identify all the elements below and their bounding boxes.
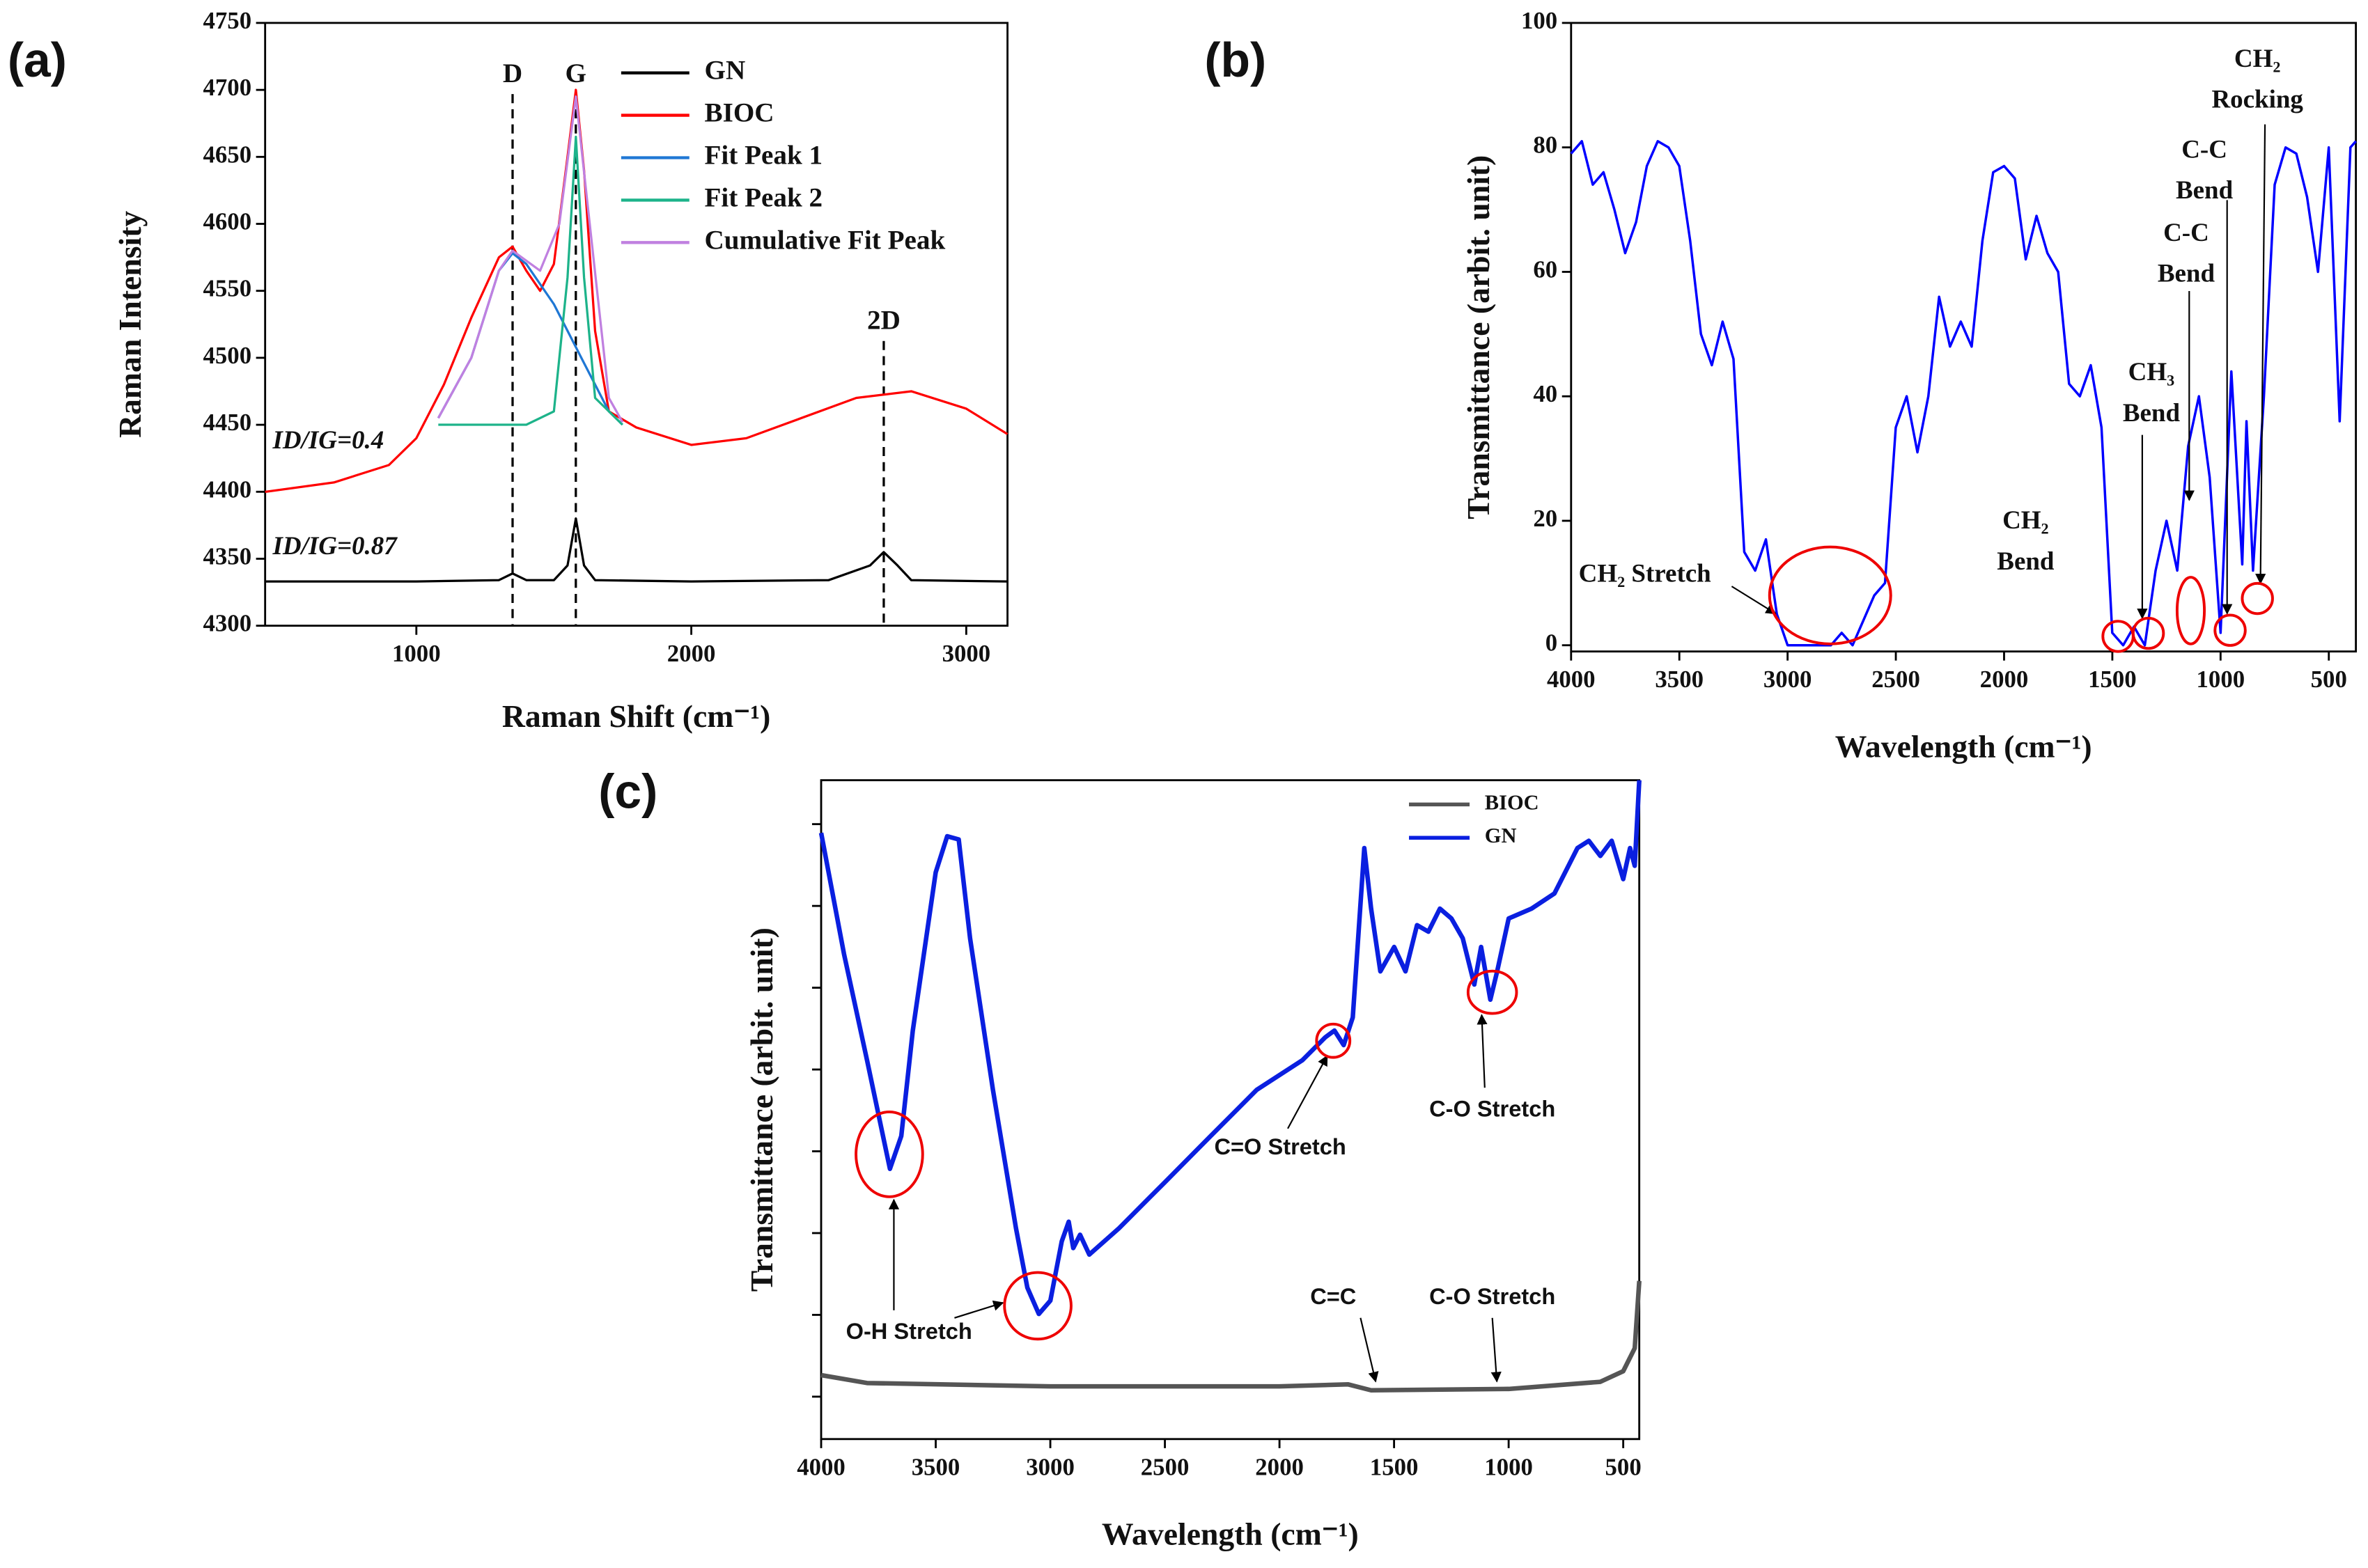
- annotation: C-C: [2163, 218, 2209, 246]
- annotation: CH₂: [2002, 505, 2049, 534]
- legend-label: GN: [1485, 824, 1517, 847]
- highlight-circle: [2241, 581, 2274, 616]
- legend-label: Fit Peak 2: [705, 182, 823, 212]
- y-tick-label: 4700: [203, 74, 252, 101]
- y-tick-label: 4450: [203, 409, 252, 436]
- x-tick-label: 1500: [1370, 1453, 1419, 1480]
- legend-label: GN: [705, 56, 746, 86]
- y-tick-label: 4750: [203, 7, 252, 34]
- series-line: [1570, 140, 2357, 647]
- highlight-circle: [1315, 1022, 1352, 1059]
- x-axis-label: Raman Shift (cm⁻¹): [502, 698, 770, 734]
- highlight-circle: [2213, 613, 2247, 647]
- y-axis-label: Transmittance (arbit. unit): [744, 927, 779, 1292]
- arrow: [1731, 586, 1777, 615]
- x-axis-label: Wavelength (cm⁻¹): [1102, 1516, 1359, 1552]
- highlight-circle: [2175, 576, 2206, 645]
- x-tick-label: 1000: [2197, 666, 2245, 693]
- annotation: C-O Stretch: [1429, 1095, 1555, 1121]
- plot-frame: [1570, 22, 2358, 653]
- highlight-circle: [1003, 1271, 1073, 1341]
- y-tick-label: 4600: [203, 207, 252, 235]
- annotation: ID/IG=0.4: [272, 425, 384, 454]
- plot-frame: [264, 22, 1008, 627]
- y-axis-label: Raman Intensity: [112, 211, 148, 438]
- y-tick-label: 4350: [203, 542, 252, 570]
- y-axis-label: Transmittance (arbit. unit): [1460, 155, 1496, 519]
- y-tick-label: 40: [1533, 380, 1557, 407]
- panel-label: (a): [8, 33, 67, 87]
- annotation: CH₂ Stretch: [1579, 558, 1711, 587]
- x-tick-label: 3000: [942, 640, 991, 667]
- x-tick-label: 1000: [392, 640, 441, 667]
- arrow: [1477, 1014, 1488, 1088]
- highlight-circle: [1768, 545, 1892, 645]
- x-tick-label: 1500: [2088, 666, 2137, 693]
- x-tick-label: 500: [1605, 1453, 1642, 1480]
- annotation: Bend: [2158, 259, 2215, 288]
- legend-label: Fit Peak 1: [705, 140, 823, 170]
- x-tick-label: 1000: [1484, 1453, 1533, 1480]
- series-line: [265, 517, 1008, 583]
- annotation: C-C: [2181, 134, 2227, 163]
- annotation: CH₂: [2234, 44, 2281, 72]
- annotation: C=O Stretch: [1214, 1134, 1346, 1159]
- arrow: [954, 1300, 1004, 1319]
- peak-label: D: [503, 58, 522, 88]
- series-line: [818, 780, 1642, 1317]
- x-axis-label: Wavelength (cm⁻¹): [1835, 729, 2092, 765]
- y-tick-label: 4550: [203, 275, 252, 302]
- series-line: [437, 95, 624, 423]
- annotation: Bend: [2176, 175, 2234, 204]
- x-tick-label: 3500: [1655, 666, 1704, 693]
- series-line: [438, 135, 623, 426]
- highlight-circle: [855, 1110, 924, 1198]
- plot-frame: [820, 779, 1641, 1441]
- annotation: Bend: [1997, 547, 2055, 575]
- x-tick-label: 3000: [1763, 666, 1812, 693]
- x-tick-label: 4000: [1547, 666, 1596, 693]
- arrow: [1490, 1317, 1502, 1383]
- y-tick-label: 100: [1521, 7, 1557, 34]
- legend-label: BIOC: [1485, 790, 1539, 814]
- x-tick-label: 2500: [1141, 1453, 1190, 1480]
- annotation: C-O Stretch: [1429, 1283, 1555, 1309]
- x-tick-label: 4000: [797, 1453, 846, 1480]
- x-tick-label: 2500: [1871, 666, 1920, 693]
- y-tick-label: 20: [1533, 505, 1557, 532]
- x-tick-label: 2000: [1980, 666, 2029, 693]
- legend-label: Cumulative Fit Peak: [705, 225, 946, 255]
- highlight-circle: [1466, 969, 1518, 1015]
- panel-label: (c): [598, 765, 657, 819]
- y-tick-label: 4300: [203, 610, 252, 637]
- x-tick-label: 2000: [1255, 1453, 1304, 1480]
- arrow: [1360, 1317, 1379, 1383]
- panel-label: (b): [1204, 33, 1266, 87]
- y-tick-label: 4400: [203, 476, 252, 503]
- y-tick-label: 80: [1533, 132, 1557, 159]
- peak-label: G: [566, 58, 586, 88]
- annotation: ID/IG=0.87: [272, 531, 398, 560]
- annotation: Bend: [2123, 398, 2181, 427]
- annotation: CH₃: [2128, 357, 2175, 386]
- x-tick-label: 2000: [667, 640, 716, 667]
- x-tick-label: 500: [2311, 666, 2347, 693]
- arrow: [2255, 124, 2266, 585]
- y-tick-label: 60: [1533, 256, 1557, 283]
- series-line: [820, 1280, 1642, 1393]
- y-tick-label: 4650: [203, 141, 252, 168]
- annotation: O-H Stretch: [846, 1318, 972, 1344]
- highlight-circle: [2131, 616, 2165, 650]
- y-tick-label: 0: [1545, 629, 1557, 657]
- annotation: C=C: [1310, 1283, 1356, 1309]
- annotation: Rocking: [2211, 85, 2303, 113]
- arrow: [1287, 1055, 1328, 1129]
- y-tick-label: 4500: [203, 342, 252, 369]
- x-tick-label: 3500: [912, 1453, 960, 1480]
- legend-label: BIOC: [705, 98, 774, 128]
- x-tick-label: 3000: [1026, 1453, 1075, 1480]
- peak-label: 2D: [867, 306, 901, 336]
